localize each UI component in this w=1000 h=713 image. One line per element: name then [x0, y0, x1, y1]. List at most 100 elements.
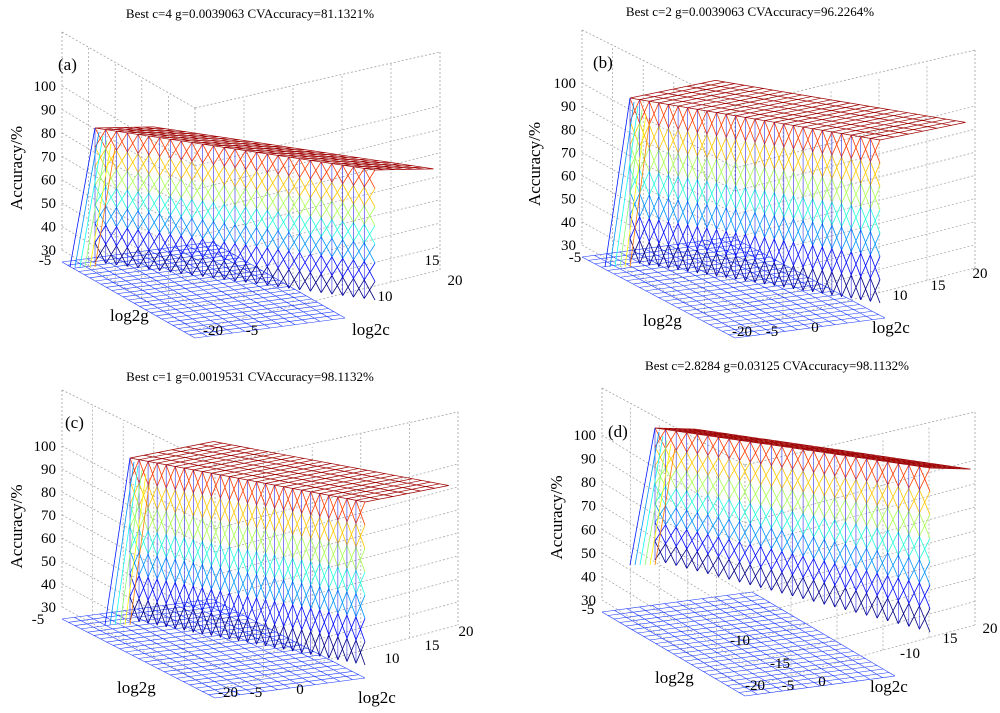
- surface-mesh-line: [310, 197, 322, 219]
- surface-mesh-line: [677, 222, 689, 249]
- surface-mesh-line: [629, 121, 640, 147]
- surface-mesh-line: [301, 490, 312, 516]
- plateau-mesh-line: [644, 94, 895, 138]
- surface-mesh-line: [739, 500, 751, 524]
- surface-mesh-line: [773, 192, 785, 218]
- surface-mesh-line: [754, 142, 765, 168]
- box-edge: [61, 31, 196, 109]
- surface-mesh-line: [202, 257, 214, 279]
- surface-mesh-line: [834, 497, 846, 522]
- surface-mesh-line: [792, 532, 804, 557]
- surface-mesh-line: [728, 559, 740, 583]
- box-edge: [581, 29, 736, 107]
- surface-mesh-line: [760, 443, 772, 466]
- surface-mesh-line: [126, 170, 139, 192]
- floor-mesh-line: [664, 603, 808, 688]
- surface-mesh-line: [201, 517, 212, 543]
- surface-mesh-line: [238, 547, 248, 573]
- surface-mesh-line: [159, 213, 171, 235]
- z-tick-label: 60: [581, 522, 596, 538]
- surface-mesh-line: [739, 440, 751, 463]
- surface-mesh-line: [256, 504, 266, 530]
- surface-mesh-line: [256, 551, 266, 577]
- surface-mesh-line: [310, 491, 321, 517]
- surface-mesh-line: [639, 193, 650, 219]
- surface-mesh-line: [821, 246, 833, 272]
- g-tick-label: -20: [745, 678, 765, 694]
- surface-mesh-line: [116, 207, 128, 229]
- surface-mesh-line: [283, 509, 294, 536]
- z-tick-label: 60: [561, 169, 576, 185]
- surface-mesh-line: [274, 531, 285, 557]
- surface-mesh-line: [274, 554, 285, 580]
- surface-mesh-line: [292, 604, 303, 630]
- c-tick-label: 15: [425, 638, 440, 654]
- box-edge: [744, 411, 976, 466]
- gridline-right-wall: [214, 509, 459, 576]
- surface-mesh-line: [353, 203, 365, 225]
- c-tick-label: 15: [425, 253, 440, 269]
- surface-mesh-line: [718, 456, 730, 480]
- surface-mesh-line: [363, 223, 376, 245]
- surface-mesh-line: [745, 234, 756, 260]
- surface-mesh-line: [870, 184, 881, 211]
- surface-mesh-line: [696, 155, 708, 182]
- surface-mesh-line: [870, 138, 881, 164]
- surface-mesh-line: [813, 536, 825, 562]
- surface-mesh-line: [802, 150, 814, 176]
- surface-mesh-line: [658, 196, 669, 222]
- surface-mesh-line: [908, 580, 920, 607]
- chart-title: Best c=1 g=0.0019531 CVAccuracy=98.1132%: [126, 369, 374, 384]
- surface-mesh-line: [696, 109, 708, 135]
- surface-mesh-line: [718, 476, 730, 500]
- surface-mesh-line: [183, 560, 194, 586]
- surface-mesh-line: [629, 238, 640, 264]
- surface-ramp-line: [109, 461, 135, 626]
- floor-mesh-line: [694, 241, 848, 324]
- surface-mesh-line: [812, 245, 823, 271]
- surface-mesh-line: [841, 273, 852, 299]
- gridline-right-wall: [214, 601, 459, 668]
- surface-mesh-line: [148, 135, 160, 157]
- surface-mesh-line: [802, 555, 815, 581]
- surface-mesh-line: [897, 577, 910, 604]
- z-tick-label: 60: [41, 531, 56, 547]
- surface-mesh-line: [299, 233, 311, 255]
- surface-mesh-line: [116, 169, 128, 191]
- surface-mesh-line: [802, 196, 814, 223]
- surface-mesh-line: [887, 575, 899, 601]
- plateau-mesh-line: [133, 126, 415, 170]
- surface-mesh-line: [346, 545, 357, 571]
- c-tick-label: 20: [973, 266, 988, 282]
- surface-mesh-line: [639, 240, 650, 266]
- g-tick-label: -5: [246, 323, 259, 339]
- surface-mesh-line: [781, 530, 793, 554]
- g-tick-label: -15: [770, 656, 790, 672]
- surface-mesh-line: [813, 493, 825, 518]
- surface-mesh-line: [299, 158, 311, 180]
- surface-mesh-line: [658, 172, 669, 199]
- surface-mesh-line: [159, 137, 171, 159]
- surface-mesh-line: [793, 171, 804, 198]
- surface-mesh-line: [116, 131, 128, 153]
- z-tick-label: 70: [561, 145, 576, 161]
- surface-mesh-line: [665, 505, 677, 528]
- surface-mesh-line: [319, 609, 330, 635]
- surface-mesh-line: [716, 112, 727, 138]
- floor-mesh-line: [149, 250, 283, 327]
- surface-mesh-line: [876, 482, 889, 508]
- z-tick-label: 90: [41, 462, 56, 478]
- surface-ramp-line: [604, 97, 631, 268]
- plateau-mesh-line: [675, 428, 951, 469]
- surface-mesh-line: [245, 225, 257, 247]
- surface-mesh-line: [728, 458, 740, 482]
- surface-mesh-line: [802, 243, 814, 269]
- surface-mesh-line: [355, 500, 366, 526]
- surface-mesh-line: [320, 255, 333, 276]
- surface-mesh-line: [813, 579, 825, 605]
- surface-mesh-line: [156, 462, 167, 489]
- surface-mesh-line: [773, 238, 785, 265]
- surface-mesh-line: [781, 551, 793, 576]
- z-tick-label: 80: [41, 126, 56, 142]
- surface-mesh-line: [876, 460, 889, 485]
